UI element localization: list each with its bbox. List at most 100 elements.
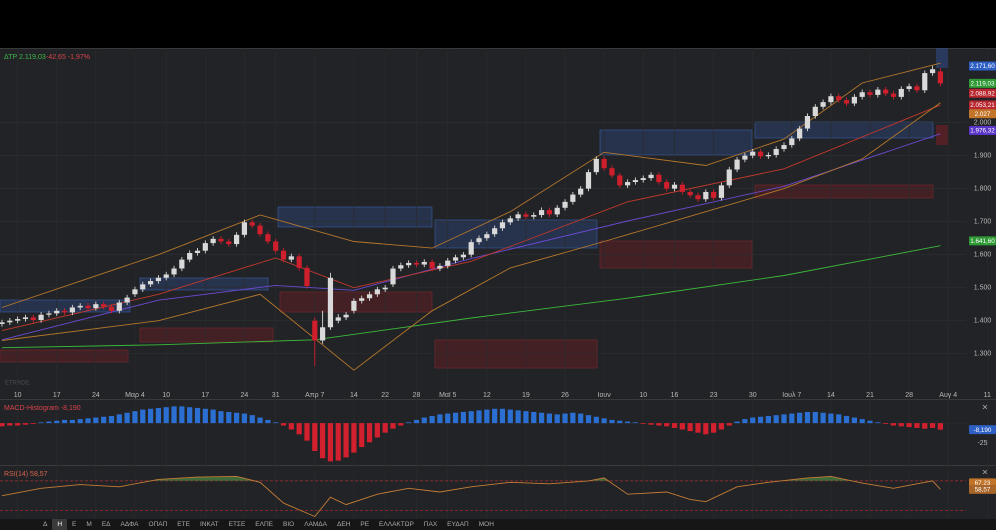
histogram-bar [679, 423, 685, 430]
histogram-bar [38, 422, 44, 424]
price-tag-label: 2.088,92 [970, 90, 995, 97]
candle-body [406, 262, 412, 266]
candle-body [327, 277, 334, 328]
price-tag [969, 109, 996, 119]
histogram-bar [671, 423, 678, 428]
toolbar-item[interactable]: ΕΥΔΑΠ [447, 521, 469, 528]
candle-body [468, 242, 474, 255]
histogram-bar [93, 417, 99, 424]
toolbar-item[interactable]: ΑΔΦΑ [120, 521, 139, 528]
x-tick-label: 28 [905, 392, 913, 399]
y-tick-label: 1.300 [974, 351, 992, 358]
histogram-bar [554, 414, 560, 424]
histogram-bar [468, 411, 474, 424]
overlay-line [1, 62, 941, 308]
x-tick-label: Ιουλ 7 [782, 392, 801, 399]
candle-body [210, 238, 216, 244]
histogram-bar [124, 412, 130, 424]
toolbar-item[interactable]: ΔΕΗ [337, 521, 351, 528]
candle-body [85, 305, 91, 309]
histogram-bar [460, 411, 466, 424]
candle-body [445, 260, 451, 266]
candle-body [734, 159, 740, 170]
histogram-bar [664, 423, 670, 427]
histogram-bar [343, 423, 349, 458]
histogram-bar [77, 419, 83, 424]
overbought-fill [2, 476, 941, 481]
toolbar-item[interactable]: Ε [72, 521, 77, 528]
toolbar-item[interactable]: ΟΠΑΠ [148, 521, 168, 528]
histogram-bar [898, 423, 904, 427]
histogram-bar [15, 423, 21, 426]
candle-body [898, 88, 904, 97]
candle-body [116, 302, 122, 311]
histogram-bar [937, 423, 943, 430]
candle-body [906, 86, 912, 89]
histogram-bar [804, 411, 811, 424]
toolbar-item[interactable]: Η [52, 519, 68, 530]
y-tick-label: 1.700 [974, 218, 992, 225]
toolbar-item[interactable]: ΜΟΗ [478, 521, 494, 528]
x-tick-label: 28 [413, 392, 421, 399]
close-icon[interactable] [982, 404, 988, 410]
toolbar-item[interactable]: ΠΑΧ [423, 521, 438, 528]
candle-body [46, 313, 52, 315]
candle-body [234, 234, 240, 245]
price-tag-label: -8,190 [974, 427, 992, 434]
candle-body [312, 320, 318, 341]
toolbar-item[interactable]: ΕΛΠΕ [255, 521, 274, 528]
histogram-bar [476, 410, 482, 424]
toolbar-item[interactable]: ΒΙΟ [283, 521, 295, 528]
candle-body [515, 214, 521, 219]
toolbar-item[interactable]: Μ [86, 521, 92, 528]
demand-zone [599, 129, 753, 156]
demand-zone [277, 206, 433, 228]
histogram-bar [445, 413, 451, 424]
candle-body [140, 284, 146, 290]
x-tick-label: 17 [53, 392, 61, 399]
candle-body [288, 256, 294, 260]
candle-body [538, 210, 545, 216]
histogram-bar [578, 413, 584, 424]
close-icon[interactable] [982, 469, 988, 475]
x-tick-label: Αυγ 4 [939, 392, 957, 399]
x-tick-label: 10 [162, 392, 170, 399]
candle-body [804, 116, 811, 129]
candle-body [390, 268, 396, 285]
x-tick-label: 12 [483, 392, 491, 399]
candle-body [914, 86, 920, 91]
histogram-bar [61, 419, 68, 424]
toolbar-item[interactable]: ΛΑΜΔΑ [304, 521, 327, 528]
histogram-bar [828, 413, 834, 424]
candle-body [38, 314, 44, 321]
toolbar-item[interactable]: ΕΤΕ [177, 521, 190, 528]
price-tag [969, 236, 996, 246]
candle-body [226, 241, 232, 245]
candle-body [937, 71, 943, 84]
candle-body [554, 207, 560, 215]
toolbar-item[interactable]: ΡΕ [360, 521, 370, 528]
toolbar-item[interactable]: ΕΔ [101, 521, 111, 528]
candle-body [523, 214, 529, 217]
toolbar-item[interactable]: ΕΤΣΕ [228, 521, 246, 528]
toolbar-item[interactable]: Δ [43, 521, 48, 528]
histogram-bar [820, 412, 826, 424]
y-tick-label: 1.500 [974, 285, 992, 292]
candle-body [179, 259, 185, 269]
candle-body [757, 151, 764, 157]
price-tag-label: 2.027 [975, 111, 991, 118]
supply-zone [0, 349, 129, 363]
candle-body [625, 182, 631, 186]
x-tick-label: Μαϊ 5 [439, 392, 456, 399]
toolbar-item[interactable]: ΕΛΛΑΚΤΩΡ [379, 521, 414, 528]
histogram-bar [101, 416, 107, 424]
histogram-bar [163, 407, 169, 424]
candle-body [875, 89, 881, 95]
histogram-bar [366, 423, 373, 443]
histogram-bar [648, 423, 654, 425]
toolbar-item[interactable]: ΙΝΚΑΤ [199, 521, 219, 528]
histogram-bar [241, 413, 248, 424]
close-icons[interactable] [982, 404, 988, 475]
histogram-bar [179, 406, 185, 424]
candle-body [460, 254, 466, 258]
